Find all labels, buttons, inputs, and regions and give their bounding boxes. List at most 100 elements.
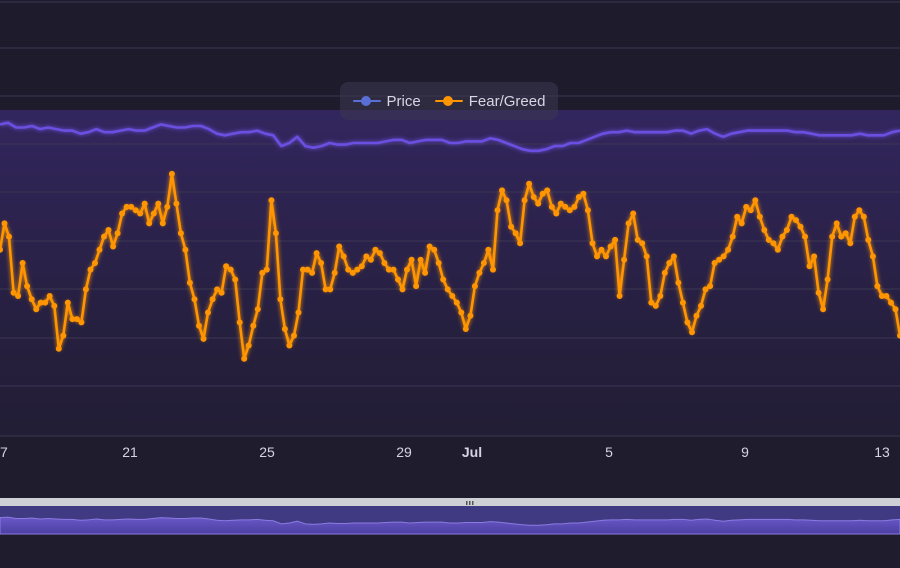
fear-greed-point-108 xyxy=(485,246,492,253)
grip-bar-0 xyxy=(466,501,468,505)
fear-greed-point-174 xyxy=(783,227,790,233)
fear-greed-point-90 xyxy=(404,266,410,273)
fear-greed-point-82 xyxy=(367,256,374,263)
fear-greed-point-19 xyxy=(82,286,89,293)
fear-greed-point-70 xyxy=(313,250,320,257)
fear-greed-point-100 xyxy=(449,293,456,299)
fear-greed-point-168 xyxy=(756,213,763,220)
fear-greed-point-93 xyxy=(417,256,424,263)
grip-bar-1 xyxy=(469,501,471,505)
fear-greed-point-194 xyxy=(874,283,881,290)
fear-greed-point-187 xyxy=(842,230,849,237)
fear-greed-point-130 xyxy=(584,207,591,214)
navigator-scrollbar[interactable] xyxy=(0,498,900,506)
fear-greed-point-50 xyxy=(223,263,230,270)
fear-greed-point-10 xyxy=(42,299,49,306)
fear-greed-point-141 xyxy=(634,236,641,243)
fear-greed-point-15 xyxy=(64,299,71,306)
fear-greed-point-172 xyxy=(774,246,781,253)
legend-label-fear-greed: Fear/Greed xyxy=(468,92,546,110)
fear-greed-point-27 xyxy=(119,210,126,217)
fear-greed-point-9 xyxy=(37,299,44,306)
fear-greed-point-154 xyxy=(693,312,700,319)
legend-item-fear-greed[interactable]: Fear/Greed xyxy=(434,92,546,110)
fear-greed-point-78 xyxy=(349,269,356,276)
fear-greed-point-39 xyxy=(173,200,180,207)
fear-greed-point-123 xyxy=(553,210,560,217)
fear-greed-point-84 xyxy=(376,250,383,257)
grip-bar-2 xyxy=(472,501,474,505)
fear-greed-point-64 xyxy=(286,342,293,349)
fear-greed-point-40 xyxy=(177,230,184,237)
fear-greed-point-167 xyxy=(752,197,759,204)
fear-greed-point-61 xyxy=(272,230,279,237)
fear-greed-point-1 xyxy=(1,220,8,227)
fear-greed-point-196 xyxy=(883,293,890,299)
fear-greed-point-47 xyxy=(209,296,216,303)
fear-greed-point-65 xyxy=(291,332,297,339)
fear-greed-point-60 xyxy=(268,197,275,204)
fear-greed-point-73 xyxy=(327,286,334,293)
fear-greed-point-117 xyxy=(526,180,533,187)
fear-greed-point-80 xyxy=(358,263,365,270)
fear-greed-point-120 xyxy=(539,190,546,197)
fear-greed-point-156 xyxy=(702,286,709,293)
fear-greed-point-127 xyxy=(571,203,578,210)
fear-greed-point-69 xyxy=(309,269,316,276)
fear-greed-point-12 xyxy=(51,302,58,309)
fear-greed-point-136 xyxy=(612,236,619,243)
fear-greed-point-34 xyxy=(150,210,157,217)
fear-greed-point-114 xyxy=(512,230,519,237)
fear-greed-point-48 xyxy=(214,286,221,293)
fear-greed-point-102 xyxy=(458,309,465,316)
fear-greed-point-143 xyxy=(643,253,650,260)
fear-greed-point-188 xyxy=(847,240,854,247)
fear-greed-point-4 xyxy=(15,293,22,299)
fear-greed-point-30 xyxy=(132,207,139,214)
fear-greed-point-171 xyxy=(770,240,777,247)
fear-greed-point-163 xyxy=(734,213,741,220)
fear-greed-point-98 xyxy=(440,276,447,283)
fear-greed-point-32 xyxy=(141,200,148,207)
fear-greed-point-115 xyxy=(517,240,524,247)
fear-greed-point-107 xyxy=(480,260,487,266)
x-tick-label-4: Jul xyxy=(462,444,482,460)
fear-greed-point-68 xyxy=(304,266,311,273)
x-tick-label-2: 25 xyxy=(259,444,275,460)
x-tick-label-5: 5 xyxy=(605,444,613,460)
fear-greed-point-63 xyxy=(281,326,288,332)
fear-greed-point-129 xyxy=(580,190,587,197)
fear-greed-point-18 xyxy=(78,319,85,326)
fear-greed-point-116 xyxy=(521,197,528,204)
fear-greed-point-128 xyxy=(575,194,582,200)
fear-greed-point-20 xyxy=(87,266,94,273)
fear-greed-point-23 xyxy=(101,233,107,240)
fear-greed-point-191 xyxy=(860,213,867,220)
fear-greed-point-189 xyxy=(851,213,858,220)
fear-greed-point-59 xyxy=(263,266,270,273)
x-tick-label-7: 13 xyxy=(874,444,890,460)
fear-greed-point-56 xyxy=(250,322,257,329)
fear-greed-point-103 xyxy=(462,326,469,332)
fear-greed-point-105 xyxy=(471,283,478,290)
fear-greed-point-95 xyxy=(426,243,433,250)
fear-greed-point-158 xyxy=(711,260,718,266)
fear-greed-point-160 xyxy=(720,253,727,260)
fear-greed-point-186 xyxy=(838,233,845,240)
range-navigator[interactable] xyxy=(0,498,900,535)
fear-greed-point-101 xyxy=(453,299,460,306)
price-legend-marker xyxy=(352,96,381,106)
fear-greed-legend-marker xyxy=(434,96,463,106)
fear-greed-point-190 xyxy=(856,207,863,214)
fear-greed-point-124 xyxy=(557,200,564,207)
fear-greed-point-178 xyxy=(802,233,808,240)
grip-icon[interactable] xyxy=(466,501,474,505)
legend-item-price[interactable]: Price xyxy=(352,93,421,110)
fear-greed-point-180 xyxy=(811,253,818,260)
fear-greed-point-162 xyxy=(729,233,736,240)
fear-greed-point-89 xyxy=(399,286,406,293)
fear-greed-series xyxy=(0,170,900,362)
fear-greed-point-109 xyxy=(490,266,496,273)
fear-greed-point-106 xyxy=(476,269,483,276)
fear-greed-point-111 xyxy=(499,187,505,194)
